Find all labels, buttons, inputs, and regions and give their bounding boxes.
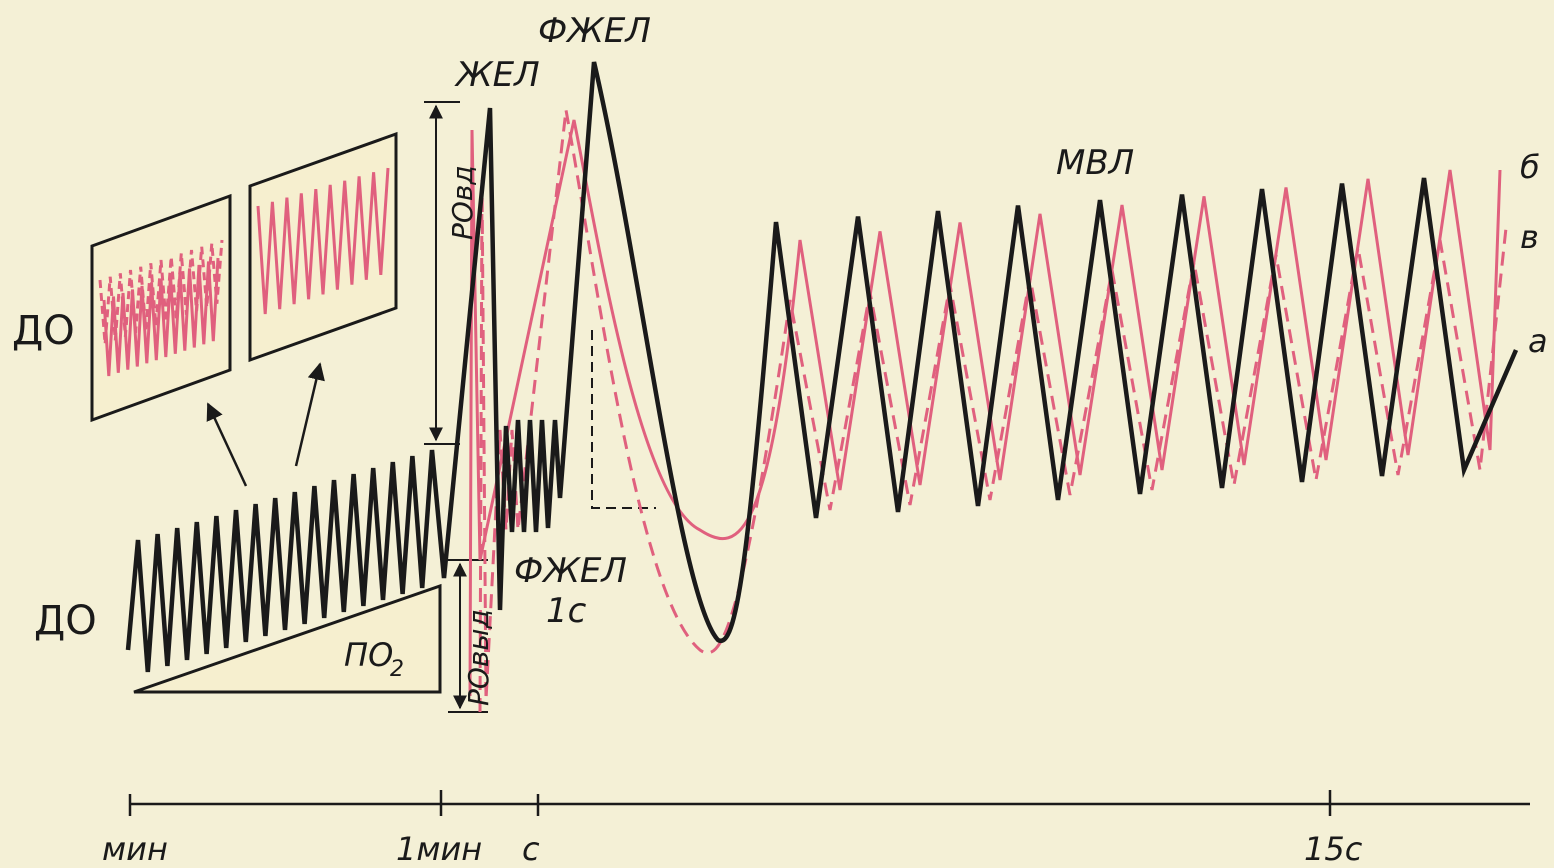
fev1-marker: [591, 330, 656, 509]
label-curve-a: а: [1528, 322, 1548, 360]
inset-wave-solid: [102, 257, 220, 377]
label-mvl: МВЛ: [1056, 143, 1134, 183]
inset-wave-dashed: [98, 239, 224, 345]
inset-arrow-right: [294, 362, 325, 467]
axis-tick-s: с: [522, 830, 540, 868]
curve-v-path: [478, 109, 1508, 713]
label-fzhel-1s-line2: 1с: [546, 591, 587, 631]
inset-panel-left: [90, 193, 232, 423]
label-curve-b: б: [1520, 148, 1540, 186]
inset-left-waves: [98, 239, 224, 377]
inset-right-waves: [256, 167, 390, 315]
label-ro-vyd: РОвыд: [462, 609, 495, 706]
inset-panel-right: [248, 131, 398, 363]
label-do-top: ДО: [12, 308, 75, 354]
inset-arrow-left: [206, 402, 248, 487]
axis-tick-min: мин: [102, 830, 168, 868]
label-do-bottom: ДО: [34, 598, 97, 644]
label-fzhel-1s-line1: ФЖЕЛ: [514, 551, 627, 591]
axis-tick-15s: 15с: [1304, 830, 1363, 868]
curve-b-path: [468, 119, 1502, 697]
label-curve-v: в: [1520, 218, 1539, 256]
label-fzhel-top: ФЖЕЛ: [538, 11, 651, 51]
po2-triangle: [133, 583, 442, 694]
axis-tick-1min: 1мин: [396, 830, 482, 868]
label-po2-subscript: 2: [390, 657, 404, 682]
label-ro-vd: РОвд: [446, 165, 479, 240]
label-zhel: ЖЕЛ: [454, 55, 540, 95]
time-axis: [128, 790, 1530, 816]
ro-vd-bracket: [424, 101, 460, 445]
inset-wave-solid: [256, 167, 390, 315]
curve-a-path: [125, 61, 1519, 673]
label-po2: ПО: [344, 636, 393, 674]
